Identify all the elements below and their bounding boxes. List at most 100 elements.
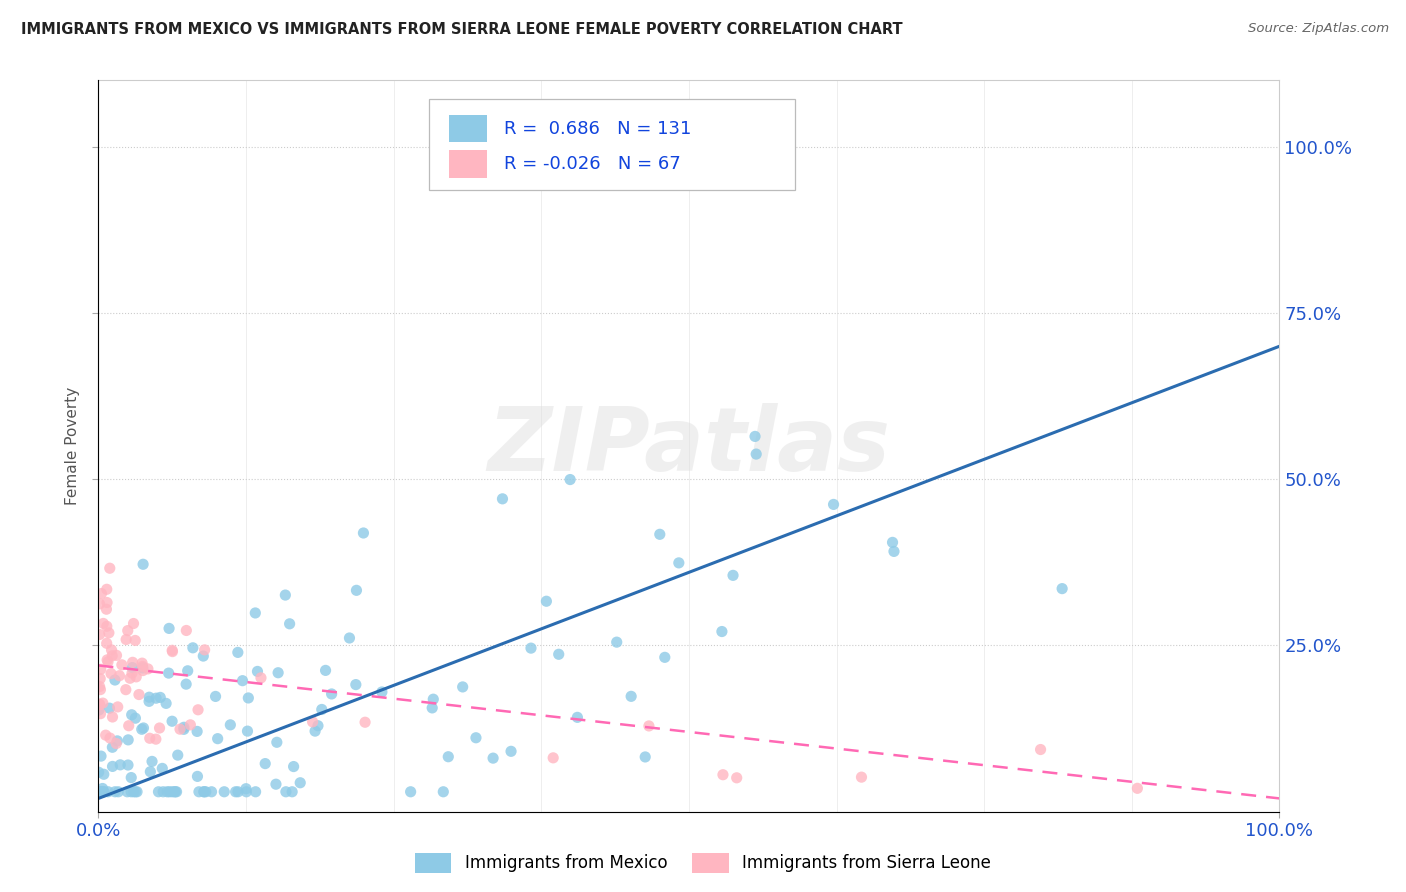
Point [344, 677, 367, 691]
Point [89, 698, 111, 712]
Point [499, 744, 522, 758]
Point [118, 671, 141, 685]
Point [120, 771, 142, 785]
Point [132, 664, 155, 678]
Point [87, 703, 110, 717]
Point [141, 755, 163, 769]
Point [176, 664, 198, 678]
Point [204, 690, 226, 704]
Point [97, 625, 120, 640]
Point [121, 656, 143, 670]
Point [432, 785, 454, 799]
Point [304, 724, 326, 739]
Point [117, 732, 139, 747]
Point [207, 731, 229, 746]
Point [89, 682, 111, 697]
FancyBboxPatch shape [429, 99, 796, 190]
Point [148, 721, 170, 735]
Point [169, 722, 191, 736]
Legend: Immigrants from Mexico, Immigrants from Sierra Leone: Immigrants from Mexico, Immigrants from … [408, 847, 998, 880]
Text: R = -0.026   N = 67: R = -0.026 N = 67 [503, 154, 681, 173]
Point [638, 719, 661, 733]
Point [131, 723, 153, 737]
Point [283, 759, 305, 773]
Point [179, 718, 201, 732]
Point [162, 644, 184, 658]
Point [91, 616, 114, 631]
Point [200, 785, 222, 799]
Point [654, 650, 676, 665]
Point [101, 759, 124, 773]
Point [745, 447, 768, 461]
Point [301, 714, 323, 729]
Y-axis label: Female Poverty: Female Poverty [65, 387, 80, 505]
Point [160, 785, 183, 799]
Point [117, 758, 139, 772]
Point [100, 643, 122, 657]
Point [883, 544, 905, 558]
Point [339, 631, 361, 645]
Point [125, 785, 148, 799]
Point [620, 690, 643, 704]
Point [225, 785, 247, 799]
Point [89, 672, 111, 686]
Point [124, 633, 146, 648]
Point [121, 707, 143, 722]
Point [173, 720, 195, 734]
Point [278, 616, 301, 631]
Point [138, 690, 160, 705]
Point [136, 662, 159, 676]
Point [245, 606, 267, 620]
Point [122, 785, 145, 799]
Point [174, 677, 197, 691]
Point [155, 697, 177, 711]
Point [250, 671, 273, 685]
Point [90, 749, 112, 764]
Point [187, 785, 209, 799]
Point [152, 785, 174, 799]
Point [166, 785, 188, 799]
Point [101, 648, 124, 663]
Point [96, 636, 118, 650]
Point [194, 785, 217, 799]
Point [354, 715, 377, 730]
Point [89, 680, 111, 694]
Point [541, 751, 564, 765]
Point [98, 701, 121, 715]
Point [451, 680, 474, 694]
Point [145, 691, 167, 706]
Point [160, 714, 183, 729]
Point [281, 785, 304, 799]
Point [89, 627, 111, 641]
Point [124, 785, 146, 799]
Point [346, 583, 368, 598]
Point [122, 616, 145, 631]
Point [882, 535, 904, 549]
Point [132, 558, 155, 572]
Point [91, 785, 114, 799]
Point [104, 785, 127, 799]
Point [96, 582, 118, 597]
Point [87, 765, 110, 780]
Point [90, 785, 112, 799]
Point [711, 768, 734, 782]
Point [668, 556, 690, 570]
Point [105, 648, 128, 663]
Point [91, 781, 114, 796]
Point [100, 666, 122, 681]
Point [321, 687, 343, 701]
Point [245, 785, 267, 799]
Point [148, 785, 170, 799]
Text: R =  0.686   N = 131: R = 0.686 N = 131 [503, 120, 690, 137]
Point [290, 776, 312, 790]
Point [156, 785, 179, 799]
Text: IMMIGRANTS FROM MEXICO VS IMMIGRANTS FROM SIERRA LEONE FEMALE POVERTY CORRELATIO: IMMIGRANTS FROM MEXICO VS IMMIGRANTS FRO… [21, 22, 903, 37]
Point [150, 761, 173, 775]
Point [422, 692, 444, 706]
Point [721, 568, 744, 582]
Point [121, 666, 143, 681]
Point [124, 711, 146, 725]
Point [264, 777, 287, 791]
Point [96, 653, 118, 667]
Point [307, 719, 329, 733]
